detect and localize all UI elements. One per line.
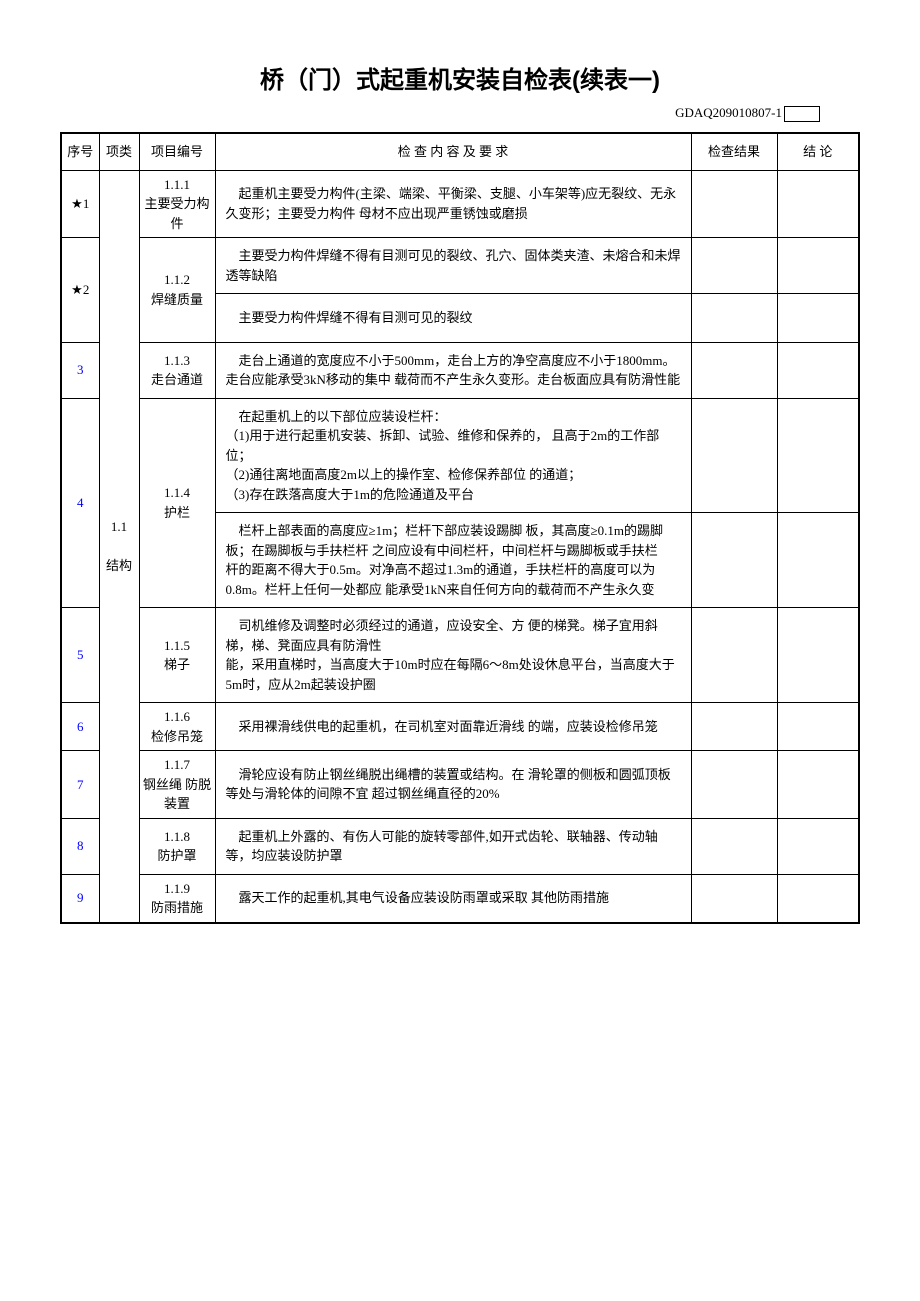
code-cell: 1.1.2焊缝质量 bbox=[139, 238, 215, 343]
header-res: 检查结果 bbox=[691, 133, 777, 170]
result-cell bbox=[691, 608, 777, 703]
conclusion-cell bbox=[777, 874, 859, 923]
code-cell: 1.1.3走台通道 bbox=[139, 342, 215, 398]
seq-cell: 7 bbox=[61, 751, 99, 819]
req-cell: 起重机上外露的、有伤人可能的旋转零部件,如开式齿轮、联轴器、传动轴等，均应装设防… bbox=[215, 818, 691, 874]
table-row: 6 1.1.6检修吊笼 采用裸滑线供电的起重机，在司机室对面靠近滑线 的端，应装… bbox=[61, 703, 859, 751]
conclusion-cell bbox=[777, 294, 859, 343]
result-cell bbox=[691, 874, 777, 923]
conclusion-cell bbox=[777, 608, 859, 703]
req-cell: 在起重机上的以下部位应装设栏杆：（1)用于进行起重机安装、拆卸、试验、维修和保养… bbox=[215, 398, 691, 513]
result-cell bbox=[691, 751, 777, 819]
result-cell bbox=[691, 238, 777, 294]
req-cell: 主要受力构件焊缝不得有目测可见的裂纹 bbox=[215, 294, 691, 343]
result-cell bbox=[691, 818, 777, 874]
table-row: ★1 1.1 结构 1.1.1主要受力构件 起重机主要受力构件(主梁、端梁、平衡… bbox=[61, 170, 859, 238]
header-cat: 项类 bbox=[99, 133, 139, 170]
code-cell: 1.1.5梯子 bbox=[139, 608, 215, 703]
result-cell bbox=[691, 170, 777, 238]
seq-cell: ★1 bbox=[61, 170, 99, 238]
req-cell: 走台上通道的宽度应不小于500mm，走台上方的净空高度应不小于1800mm。走台… bbox=[215, 342, 691, 398]
code-cell: 1.1.7钢丝绳 防脱装置 bbox=[139, 751, 215, 819]
req-cell: 露天工作的起重机,其电气设备应装设防雨罩或采取 其他防雨措施 bbox=[215, 874, 691, 923]
table-row: ★2 1.1.2焊缝质量 主要受力构件焊缝不得有目测可见的裂纹、孔穴、固体类夹渣… bbox=[61, 238, 859, 294]
header-con: 结 论 bbox=[777, 133, 859, 170]
header-seq: 序号 bbox=[61, 133, 99, 170]
seq-cell: 4 bbox=[61, 398, 99, 608]
seq-cell: 8 bbox=[61, 818, 99, 874]
table-row: 9 1.1.9防雨措施 露天工作的起重机,其电气设备应装设防雨罩或采取 其他防雨… bbox=[61, 874, 859, 923]
table-row: 7 1.1.7钢丝绳 防脱装置 滑轮应设有防止钢丝绳脱出绳槽的装置或结构。在 滑… bbox=[61, 751, 859, 819]
result-cell bbox=[691, 342, 777, 398]
page-title: 桥（门）式起重机安装自检表(续表一) bbox=[60, 60, 860, 95]
code-cell: 1.1.6检修吊笼 bbox=[139, 703, 215, 751]
header-row: 序号 项类 项目编号 检 查 内 容 及 要 求 检查结果 结 论 bbox=[61, 133, 859, 170]
result-cell bbox=[691, 398, 777, 513]
form-number-prefix: GDAQ209010807-1 bbox=[675, 105, 782, 120]
seq-cell: 3 bbox=[61, 342, 99, 398]
inspection-table: 序号 项类 项目编号 检 查 内 容 及 要 求 检查结果 结 论 ★1 1.1… bbox=[60, 132, 860, 924]
code-cell: 1.1.4护栏 bbox=[139, 398, 215, 608]
code-cell: 1.1.9防雨措施 bbox=[139, 874, 215, 923]
header-req: 检 查 内 容 及 要 求 bbox=[215, 133, 691, 170]
conclusion-cell bbox=[777, 170, 859, 238]
table-row: 8 1.1.8防护罩 起重机上外露的、有伤人可能的旋转零部件,如开式齿轮、联轴器… bbox=[61, 818, 859, 874]
form-number-blank bbox=[784, 106, 820, 122]
category-cell: 1.1 结构 bbox=[99, 170, 139, 923]
table-row: 5 1.1.5梯子 司机维修及调整时必须经过的通道，应设安全、方 便的梯凳。梯子… bbox=[61, 608, 859, 703]
header-code: 项目编号 bbox=[139, 133, 215, 170]
conclusion-cell bbox=[777, 703, 859, 751]
result-cell bbox=[691, 513, 777, 608]
conclusion-cell bbox=[777, 398, 859, 513]
seq-cell: ★2 bbox=[61, 238, 99, 343]
conclusion-cell bbox=[777, 513, 859, 608]
seq-cell: 5 bbox=[61, 608, 99, 703]
table-row: 4 1.1.4护栏 在起重机上的以下部位应装设栏杆：（1)用于进行起重机安装、拆… bbox=[61, 398, 859, 513]
conclusion-cell bbox=[777, 818, 859, 874]
req-cell: 起重机主要受力构件(主梁、端梁、平衡梁、支腿、小车架等)应无裂纹、无永久变形；主… bbox=[215, 170, 691, 238]
category-name: 结构 bbox=[106, 558, 132, 573]
req-cell: 主要受力构件焊缝不得有目测可见的裂纹、孔穴、固体类夹渣、未熔合和未焊透等缺陷 bbox=[215, 238, 691, 294]
req-cell: 司机维修及调整时必须经过的通道，应设安全、方 便的梯凳。梯子宜用斜梯，梯、凳面应… bbox=[215, 608, 691, 703]
conclusion-cell bbox=[777, 751, 859, 819]
req-cell: 栏杆上部表面的高度应≥1m；栏杆下部应装设踢脚 板，其高度≥0.1m的踢脚板；在… bbox=[215, 513, 691, 608]
req-cell: 采用裸滑线供电的起重机，在司机室对面靠近滑线 的端，应装设检修吊笼 bbox=[215, 703, 691, 751]
code-cell: 1.1.8防护罩 bbox=[139, 818, 215, 874]
category-code: 1.1 bbox=[111, 519, 127, 534]
req-cell: 滑轮应设有防止钢丝绳脱出绳槽的装置或结构。在 滑轮罩的侧板和圆弧顶板等处与滑轮体… bbox=[215, 751, 691, 819]
seq-cell: 9 bbox=[61, 874, 99, 923]
result-cell bbox=[691, 703, 777, 751]
code-cell: 1.1.1主要受力构件 bbox=[139, 170, 215, 238]
conclusion-cell bbox=[777, 238, 859, 294]
table-row: 3 1.1.3走台通道 走台上通道的宽度应不小于500mm，走台上方的净空高度应… bbox=[61, 342, 859, 398]
form-number-line: GDAQ209010807-1 bbox=[60, 105, 860, 122]
seq-cell: 6 bbox=[61, 703, 99, 751]
result-cell bbox=[691, 294, 777, 343]
conclusion-cell bbox=[777, 342, 859, 398]
